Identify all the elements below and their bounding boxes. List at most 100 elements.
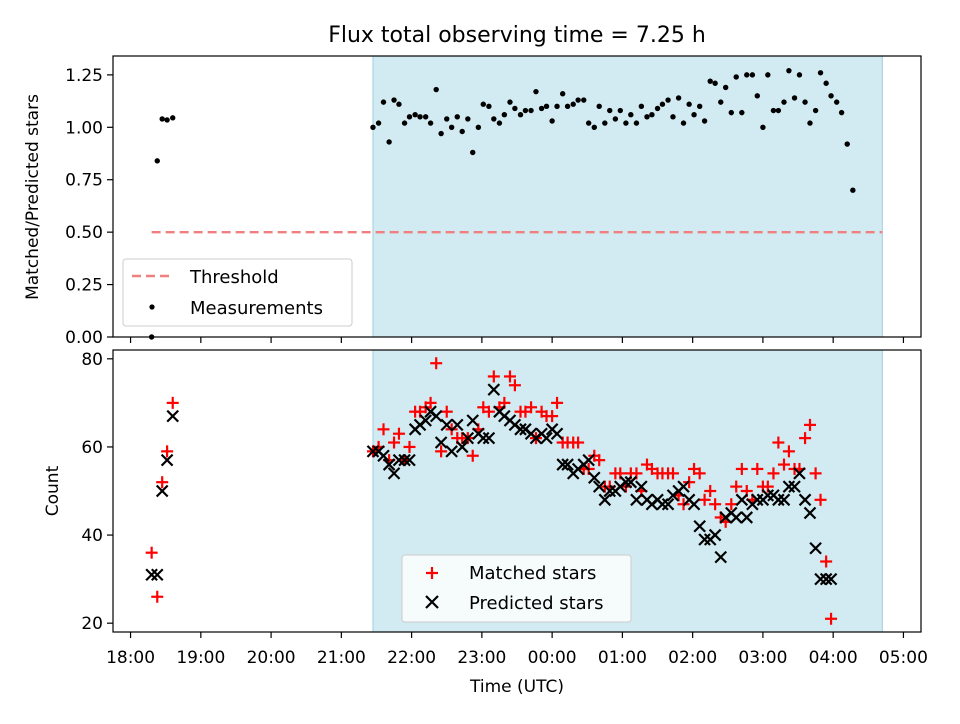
- predicted-legend-label: Predicted stars: [469, 593, 603, 614]
- top-x-ticks: [129, 337, 905, 343]
- measurement-point: [644, 114, 650, 120]
- matched-star-point: [156, 476, 169, 489]
- y-tick-label: 60: [81, 438, 103, 458]
- predicted-star-point: [819, 572, 833, 586]
- predicted-star-point: [798, 493, 812, 507]
- bottom-panel: 20 40 60 80 18:00 19:00 20:00 21:00 22:00 23:00 0…: [43, 349, 928, 697]
- predicted-star-point: [476, 431, 490, 445]
- predicted-star-point: [487, 383, 501, 396]
- measurement-point: [559, 91, 566, 97]
- matched-star-point: [503, 370, 516, 383]
- measurement-point: [712, 80, 718, 86]
- measurement-point: [370, 124, 376, 130]
- measurement-point: [533, 88, 539, 95]
- predicted-star-point: [166, 409, 179, 423]
- measurement-point: [549, 118, 555, 124]
- measurement-point: [607, 107, 613, 114]
- measurement-point: [480, 101, 486, 107]
- measurement-point: [412, 112, 418, 118]
- predicted-star-point: [661, 497, 675, 511]
- measurement-point: [675, 95, 682, 101]
- measurement-point: [718, 99, 724, 105]
- measurement-point: [696, 103, 703, 110]
- measurement-point: [749, 72, 756, 78]
- bottom-x-ticks: 18:00 19:00 20:00 21:00 22:00 23:00 00:00 01:00…: [106, 632, 928, 668]
- predicted-star-point: [398, 453, 411, 467]
- predicted-star-point: [440, 418, 454, 432]
- measurement-point: [617, 107, 623, 114]
- predicted-star-point: [814, 572, 827, 586]
- matched-star-point: [145, 546, 158, 559]
- predicted-star-point: [714, 550, 728, 564]
- predicted-star-point: [619, 475, 633, 489]
- chart-title: Flux total observing time = 7.25 h: [328, 23, 706, 48]
- matched-star-point: [403, 440, 416, 453]
- measurement-point: [422, 114, 429, 120]
- measurement-point: [401, 120, 408, 126]
- measurement-point: [159, 116, 165, 122]
- top-y-axis-label: Matched/Predicted stars: [23, 94, 43, 300]
- predicted-star-point: [735, 493, 749, 507]
- measurement-point: [722, 84, 729, 91]
- matched-star-point: [814, 493, 827, 506]
- measurement-point: [665, 97, 671, 103]
- measurement-point: [475, 124, 482, 130]
- predicted-star-point: [366, 445, 380, 458]
- predicted-star-point: [582, 453, 595, 467]
- predicted-star-point: [150, 568, 164, 581]
- measurement-point: [623, 120, 629, 126]
- y-tick-label: 0.50: [65, 223, 103, 243]
- matched-legend-icon: [426, 567, 438, 579]
- predicted-star-point: [772, 493, 785, 507]
- x-axis-label: Time (UTC): [469, 677, 564, 697]
- measurement-point: [786, 67, 792, 74]
- matched-star-point: [593, 454, 606, 467]
- predicted-star-point: [677, 480, 690, 493]
- predicted-legend-icon: [425, 595, 439, 609]
- predicted-star-point: [466, 414, 480, 427]
- predicted-star-point: [809, 542, 822, 555]
- y-tick-label: 1.25: [65, 66, 103, 86]
- measurement-point: [612, 116, 619, 122]
- measurement-point: [517, 112, 524, 118]
- predicted-star-point: [403, 453, 416, 467]
- measurement-point: [417, 114, 423, 120]
- measurement-point: [570, 101, 576, 107]
- matched-star-point: [525, 401, 538, 414]
- x-tick-label: 20:00: [247, 648, 296, 668]
- x-tick-label: 02:00: [668, 648, 717, 668]
- matched-star-point: [424, 396, 437, 409]
- matched-star-point: [730, 480, 743, 493]
- measurement-point: [760, 124, 766, 130]
- measurement-point: [659, 101, 666, 107]
- y-tick-label: 0.25: [65, 276, 103, 296]
- matched-star-point: [666, 467, 679, 480]
- measurement-point: [427, 120, 434, 126]
- measurement-point: [670, 114, 676, 120]
- measurement-point: [796, 72, 803, 78]
- predicted-star-point: [377, 449, 390, 463]
- matched-star-point: [772, 436, 785, 449]
- matched-star-point: [377, 423, 390, 436]
- predicted-star-point: [603, 484, 617, 498]
- predicted-star-point: [635, 480, 648, 493]
- predicted-star-point: [693, 519, 706, 533]
- predicted-star-point: [455, 440, 469, 454]
- matched-star-point: [508, 379, 521, 392]
- measurement-point: [828, 93, 834, 99]
- x-tick-label: 04:00: [809, 648, 858, 668]
- top-panel: 0.00 0.25 0.50 0.75 1.00 1.25 Matched/Predict…: [23, 55, 922, 348]
- matched-star-point: [388, 436, 401, 449]
- matched-star-point: [572, 436, 585, 449]
- predicted-star-point: [461, 431, 475, 445]
- measurement-point: [470, 149, 476, 156]
- predicted-star-point: [777, 493, 791, 507]
- bottom-y-ticks: 20 40 60 80: [81, 350, 113, 634]
- measurement-point: [744, 72, 750, 78]
- measurement-point: [164, 117, 170, 123]
- measurement-point: [807, 120, 813, 126]
- predicted-star-point: [392, 453, 406, 467]
- predicted-star-point: [451, 418, 464, 432]
- measurement-point: [680, 120, 687, 126]
- measurement-point: [564, 103, 571, 110]
